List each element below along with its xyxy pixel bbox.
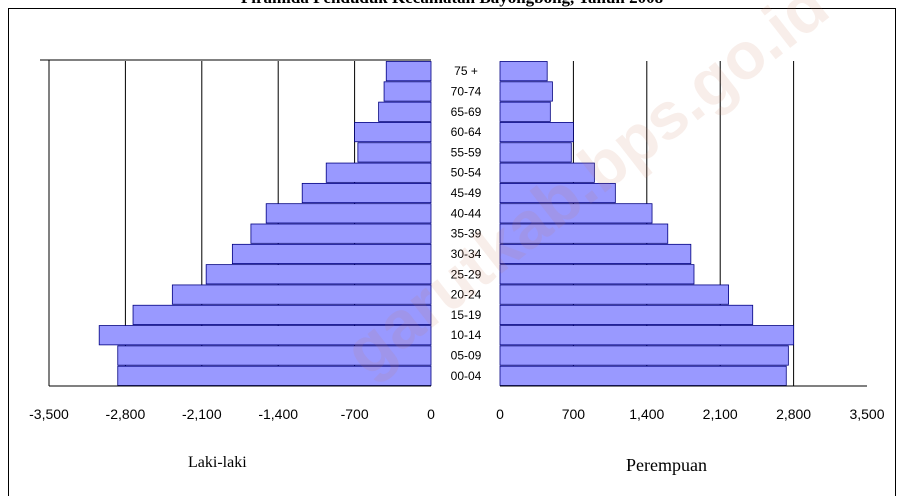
age-group-label: 60-64 bbox=[451, 125, 482, 139]
male-bar bbox=[250, 223, 432, 244]
age-group-label: 15-19 bbox=[451, 308, 482, 322]
female-bar bbox=[499, 81, 553, 102]
male-bar bbox=[132, 304, 432, 325]
male-bar bbox=[205, 264, 432, 285]
male-bar bbox=[383, 81, 432, 102]
age-group-label: 70-74 bbox=[451, 84, 482, 98]
left-tick-label: -700 bbox=[341, 406, 369, 422]
age-group-label: 00-04 bbox=[451, 369, 482, 383]
female-bar bbox=[499, 243, 692, 265]
female-bar bbox=[499, 264, 695, 285]
female-bar bbox=[499, 142, 572, 163]
female-bar bbox=[499, 162, 595, 183]
male-bar bbox=[117, 345, 432, 366]
right-tick-label: 700 bbox=[562, 406, 586, 422]
female-bar bbox=[499, 203, 653, 224]
left-tick-label: -2,100 bbox=[182, 406, 222, 422]
female-bar bbox=[499, 101, 551, 122]
left-side-label: Laki-laki bbox=[188, 454, 247, 471]
age-group-label: 50-54 bbox=[451, 166, 482, 180]
age-group-label: 35-39 bbox=[451, 227, 482, 241]
right-tick-label: 2,800 bbox=[776, 406, 811, 422]
female-bar bbox=[499, 61, 548, 82]
female-bar bbox=[499, 182, 616, 204]
female-bar bbox=[499, 365, 787, 386]
male-bar bbox=[325, 162, 432, 183]
male-bar bbox=[171, 284, 432, 305]
left-tick-label: -2,800 bbox=[106, 406, 146, 422]
age-group-label: 10-14 bbox=[451, 328, 482, 342]
male-bar bbox=[265, 203, 432, 224]
female-bar bbox=[499, 325, 795, 346]
female-bar bbox=[499, 345, 789, 366]
male-bar bbox=[98, 325, 432, 346]
age-group-label: 20-24 bbox=[451, 288, 482, 302]
chart-frame bbox=[8, 8, 896, 496]
left-tick-label: -1,400 bbox=[258, 406, 298, 422]
right-tick-label: 0 bbox=[496, 406, 504, 422]
male-bar bbox=[385, 61, 432, 82]
male-bar bbox=[378, 101, 432, 122]
female-bar bbox=[499, 122, 574, 143]
age-group-label: 55-59 bbox=[451, 145, 482, 159]
female-bar bbox=[499, 223, 669, 244]
male-bar bbox=[354, 122, 432, 143]
right-side-label: Perempuan bbox=[626, 455, 707, 475]
male-bar bbox=[231, 243, 432, 265]
male-bar bbox=[301, 182, 432, 204]
age-group-label: 30-34 bbox=[451, 247, 482, 261]
right-tick-label: 3,500 bbox=[849, 406, 884, 422]
left-tick-label: -3,500 bbox=[29, 406, 69, 422]
right-tick-label: 1,400 bbox=[629, 406, 664, 422]
right-tick-label: 2,100 bbox=[703, 406, 738, 422]
chart-title: Piramida Penduduk Kecamatan Bayongbong, … bbox=[0, 0, 904, 8]
age-group-label: 40-44 bbox=[451, 206, 482, 220]
female-bar bbox=[499, 304, 754, 325]
age-group-label: 25-29 bbox=[451, 267, 482, 281]
age-group-label: 75 + bbox=[454, 64, 478, 78]
female-bar bbox=[499, 284, 729, 305]
left-tick-label: 0 bbox=[427, 406, 435, 422]
age-group-label: 65-69 bbox=[451, 105, 482, 119]
male-bar bbox=[357, 142, 432, 163]
male-bar bbox=[117, 365, 432, 386]
age-group-label: 45-49 bbox=[451, 186, 482, 200]
age-group-label: 05-09 bbox=[451, 349, 482, 363]
